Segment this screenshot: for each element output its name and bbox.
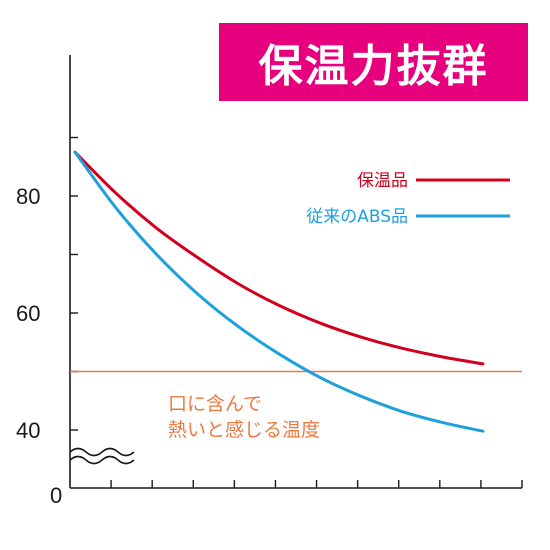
y-tick-label-zero: 0: [50, 483, 62, 508]
legend-label: 保温品: [357, 171, 408, 191]
axis-break-mark: [69, 455, 135, 465]
series-lines: [73, 150, 485, 433]
annotation-line-1: 口に含んで: [168, 393, 262, 415]
legend-label: 従来のABS品: [306, 207, 408, 227]
annotation-line-2: 熱いと感じる温度: [168, 419, 320, 441]
axis-ticks: 40 60 80 0: [16, 136, 523, 508]
axes: [69, 55, 522, 489]
threshold-annotation: 口に含んで 熱いと感じる温度: [168, 393, 320, 441]
y-tick-label: 80: [16, 184, 40, 209]
y-tick-label: 40: [16, 418, 40, 443]
axis-break-mark: [69, 447, 135, 457]
series-line-insulated: [73, 150, 485, 366]
y-tick-label: 60: [16, 301, 40, 326]
chart-title: 保温力抜群: [258, 41, 489, 92]
series-line-abs: [73, 150, 485, 433]
title-banner: 保温力抜群: [219, 23, 528, 101]
